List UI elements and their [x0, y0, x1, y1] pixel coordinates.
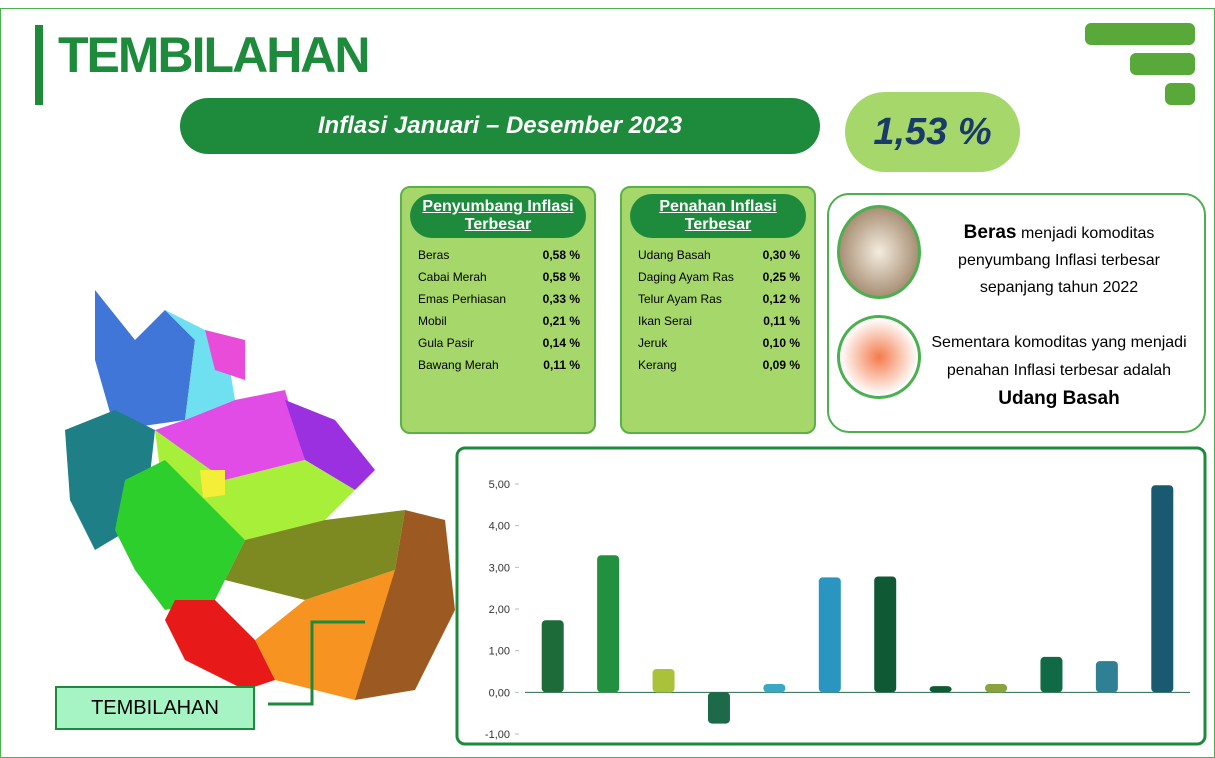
- chart: -1,00 0,00 1,00 2,00 3,00 4,00 5,00: [455, 446, 1207, 746]
- y-tick-label: -1,00: [485, 729, 510, 741]
- bar: [653, 669, 675, 692]
- bar: [874, 577, 896, 693]
- bar: [542, 620, 564, 692]
- page: TEMBILAHAN Inflasi Januari – Desember 20…: [0, 0, 1215, 758]
- y-tick-label: 5,00: [489, 479, 510, 491]
- bar: [819, 577, 841, 692]
- bar: [708, 692, 730, 723]
- y-tick-label: 4,00: [489, 521, 510, 533]
- bar: [1096, 661, 1118, 692]
- bar: [597, 555, 619, 692]
- bar: [930, 686, 952, 692]
- y-tick-label: 3,00: [489, 562, 510, 574]
- bar: [985, 684, 1007, 692]
- y-tick-label: 1,00: [489, 646, 510, 658]
- y-tick-label: 2,00: [489, 604, 510, 616]
- bar: [1151, 485, 1173, 692]
- bar: [1040, 657, 1062, 692]
- bar: [763, 684, 785, 692]
- y-tick-label: 0,00: [489, 687, 510, 699]
